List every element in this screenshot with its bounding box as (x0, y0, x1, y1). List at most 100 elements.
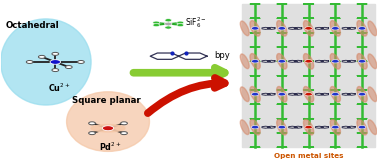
Ellipse shape (277, 21, 287, 36)
Circle shape (358, 93, 366, 96)
Circle shape (358, 60, 366, 63)
Text: Octahedral: Octahedral (5, 21, 59, 30)
Circle shape (258, 75, 261, 76)
Circle shape (249, 118, 253, 119)
Ellipse shape (250, 119, 260, 135)
Circle shape (249, 104, 253, 105)
Circle shape (303, 32, 306, 33)
Text: Open metal sites: Open metal sites (274, 153, 343, 159)
Circle shape (285, 18, 288, 19)
Circle shape (356, 18, 359, 19)
Ellipse shape (368, 120, 377, 135)
Circle shape (258, 61, 261, 62)
Circle shape (311, 104, 314, 105)
Circle shape (365, 3, 368, 5)
Circle shape (285, 118, 288, 119)
Ellipse shape (357, 119, 367, 135)
Circle shape (285, 147, 288, 148)
Circle shape (52, 69, 59, 72)
Ellipse shape (1, 19, 91, 105)
Circle shape (338, 61, 341, 62)
Circle shape (338, 75, 341, 76)
Circle shape (249, 46, 253, 48)
Circle shape (356, 61, 359, 62)
Circle shape (365, 147, 368, 148)
Circle shape (365, 18, 368, 19)
Ellipse shape (240, 87, 249, 102)
Circle shape (258, 18, 261, 19)
Circle shape (330, 75, 333, 76)
Circle shape (165, 26, 172, 29)
Circle shape (153, 21, 160, 24)
Circle shape (358, 126, 366, 129)
Circle shape (356, 32, 359, 33)
Ellipse shape (277, 119, 287, 135)
Circle shape (258, 118, 261, 119)
Ellipse shape (250, 87, 260, 102)
Circle shape (258, 46, 261, 48)
Text: bpy: bpy (214, 51, 229, 60)
Ellipse shape (357, 21, 367, 36)
Circle shape (365, 32, 368, 33)
Circle shape (311, 46, 314, 48)
Circle shape (258, 32, 261, 33)
Circle shape (358, 27, 366, 30)
Circle shape (276, 32, 279, 33)
Circle shape (77, 60, 84, 63)
Text: Square planar: Square planar (72, 96, 141, 105)
Ellipse shape (304, 21, 314, 36)
Circle shape (285, 61, 288, 62)
Circle shape (338, 18, 341, 19)
Ellipse shape (240, 120, 249, 135)
Circle shape (285, 75, 288, 76)
Circle shape (285, 3, 288, 5)
Circle shape (330, 132, 333, 134)
Circle shape (285, 32, 288, 33)
Circle shape (276, 118, 279, 119)
Ellipse shape (330, 21, 341, 36)
Ellipse shape (250, 21, 260, 36)
Circle shape (89, 122, 95, 125)
Circle shape (330, 61, 333, 62)
Circle shape (285, 89, 288, 91)
Circle shape (276, 132, 279, 134)
Text: SiF$_6^{2-}$: SiF$_6^{2-}$ (185, 15, 207, 30)
Circle shape (356, 147, 359, 148)
Circle shape (285, 104, 288, 105)
Circle shape (278, 27, 286, 30)
Circle shape (338, 89, 341, 91)
Circle shape (356, 104, 359, 105)
Bar (242, 4, 375, 147)
Ellipse shape (368, 54, 377, 69)
Circle shape (164, 22, 172, 26)
Circle shape (330, 89, 333, 91)
Circle shape (177, 24, 184, 27)
Circle shape (356, 132, 359, 134)
Circle shape (303, 89, 306, 91)
Circle shape (303, 132, 306, 134)
Circle shape (303, 118, 306, 119)
Ellipse shape (330, 87, 341, 102)
Circle shape (276, 75, 279, 76)
Circle shape (365, 75, 368, 76)
Circle shape (311, 61, 314, 62)
Circle shape (338, 46, 341, 48)
Circle shape (311, 3, 314, 5)
Text: Pd$^{2+}$: Pd$^{2+}$ (99, 140, 121, 153)
Circle shape (276, 46, 279, 48)
Circle shape (285, 46, 288, 48)
Circle shape (249, 89, 253, 91)
Circle shape (121, 122, 127, 125)
Circle shape (338, 132, 341, 134)
Circle shape (39, 55, 45, 58)
Circle shape (278, 93, 286, 96)
Circle shape (249, 3, 253, 5)
Circle shape (278, 126, 286, 129)
Circle shape (332, 93, 339, 96)
Circle shape (276, 104, 279, 105)
Circle shape (330, 3, 333, 5)
Circle shape (303, 46, 306, 48)
Circle shape (330, 32, 333, 33)
Circle shape (285, 132, 288, 134)
Circle shape (365, 118, 368, 119)
